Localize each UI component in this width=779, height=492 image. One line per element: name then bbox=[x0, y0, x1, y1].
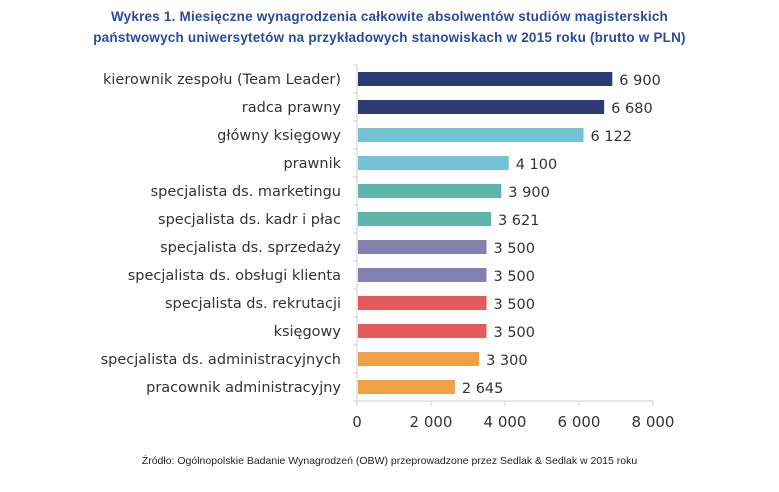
value-label: 6 122 bbox=[591, 129, 633, 145]
bar bbox=[358, 352, 480, 366]
bar bbox=[358, 268, 487, 282]
bar bbox=[358, 184, 502, 198]
x-tick-label: 2 000 bbox=[410, 413, 453, 431]
x-tick-label: 8 000 bbox=[632, 413, 675, 431]
category-label: specjalista ds. rekrutacji bbox=[165, 296, 341, 312]
bar bbox=[358, 72, 613, 86]
category-label: specjalista ds. kadr i płac bbox=[158, 212, 341, 228]
bar bbox=[358, 100, 605, 114]
bar bbox=[358, 240, 487, 254]
category-label: radca prawny bbox=[242, 100, 342, 116]
title-line-2: państwowych uniwersytetów na przykładowy… bbox=[93, 30, 686, 45]
value-label: 3 500 bbox=[494, 325, 536, 341]
category-label: specjalista ds. marketingu bbox=[151, 184, 341, 200]
value-label: 3 621 bbox=[498, 213, 540, 229]
category-label: specjalista ds. administracyjnych bbox=[101, 352, 341, 368]
category-label: główny księgowy bbox=[217, 128, 341, 144]
value-label: 6 680 bbox=[611, 101, 653, 117]
title-line-1: Wykres 1. Miesięczne wynagrodzenia całko… bbox=[110, 9, 669, 24]
value-label: 3 900 bbox=[508, 185, 550, 201]
source-note: Źródło: Ogólnopolskie Badanie Wynagrodze… bbox=[141, 455, 638, 467]
value-label: 4 100 bbox=[516, 157, 558, 173]
bar bbox=[358, 324, 487, 338]
value-label: 3 500 bbox=[494, 241, 536, 257]
value-label: 3 500 bbox=[494, 297, 536, 313]
bar bbox=[358, 380, 455, 394]
x-tick-label: 0 bbox=[352, 413, 362, 431]
category-label: pracownik administracyjny bbox=[146, 380, 341, 396]
chart-title: Wykres 1. Miesięczne wynagrodzenia całko… bbox=[0, 6, 779, 48]
value-label: 6 900 bbox=[619, 73, 661, 89]
x-tick-label: 6 000 bbox=[558, 413, 601, 431]
bar bbox=[358, 296, 487, 310]
category-label: prawnik bbox=[283, 156, 341, 172]
category-label: specjalista ds. obsługi klienta bbox=[128, 268, 341, 284]
category-label: specjalista ds. sprzedaży bbox=[160, 240, 341, 256]
value-label: 2 645 bbox=[462, 381, 504, 397]
value-label: 3 500 bbox=[494, 269, 536, 285]
bar-chart: 0 2 000 4 000 6 000 8 000 kierownik zespołu (… bbox=[101, 64, 675, 431]
category-label: księgowy bbox=[274, 324, 342, 340]
bar bbox=[358, 128, 584, 142]
category-label: kierownik zespołu (Team Leader) bbox=[103, 72, 341, 88]
bar bbox=[358, 156, 509, 170]
bar bbox=[358, 212, 491, 226]
value-label: 3 300 bbox=[486, 353, 528, 369]
x-tick-label: 4 000 bbox=[484, 413, 527, 431]
